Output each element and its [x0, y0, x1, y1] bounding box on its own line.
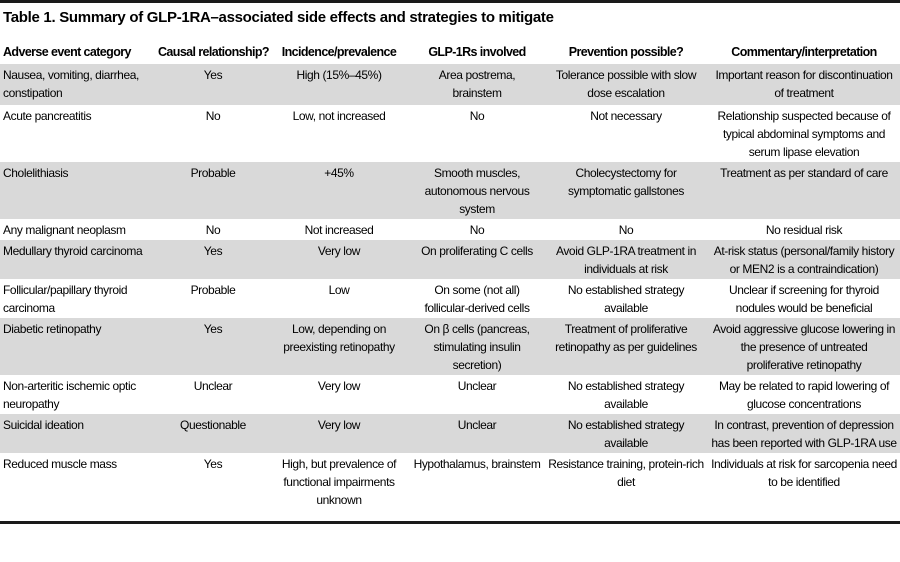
- table-cell: No: [469, 223, 485, 237]
- table-cell: Cholecystectomy for symptomatic gallston…: [568, 166, 684, 198]
- table-cell: Treatment of proliferative retinopathy a…: [555, 322, 697, 354]
- table-row-acute-pancreatitis: Acute pancreatitis No Low, not increased…: [0, 105, 900, 162]
- table-cell: No established strategy available: [567, 418, 685, 450]
- table-cell: Unclear: [457, 379, 497, 393]
- column-header-commentary-interpretation: Commentary/interpretation: [731, 45, 877, 59]
- table-cell: Individuals at risk for sarcopenia need …: [711, 457, 897, 489]
- table-cell: Not necessary: [590, 109, 662, 123]
- table-cell: Probable: [190, 166, 236, 180]
- table-top-rule: [0, 0, 900, 3]
- table-row-follicular-papillary-thyroid: Follicular/papillary thyroid carcinoma P…: [0, 279, 900, 318]
- table-cell: Non-arteritic ischemic optic neuropathy: [3, 379, 136, 411]
- column-header-adverse-event-category: Adverse event category: [3, 45, 131, 59]
- column-header-glp-1rs-involved: GLP-1Rs involved: [428, 45, 526, 59]
- table-cell: Cholelithiasis: [3, 166, 69, 180]
- table-body: Nausea, vomiting, diarrhea, constipation…: [0, 64, 900, 522]
- table-cell: Avoid GLP-1RA treatment in individuals a…: [555, 244, 697, 276]
- table-cell: No established strategy available: [567, 379, 685, 411]
- table-cell: Suicidal ideation: [3, 418, 84, 432]
- table-cell: Low, not increased: [292, 109, 386, 123]
- table-row-suicidal-ideation: Suicidal ideation Questionable Very low …: [0, 414, 900, 453]
- table-cell: High, but prevalence of functional impai…: [281, 457, 397, 507]
- table-cell: Unclear: [457, 418, 497, 432]
- table-cell: Very low: [317, 379, 361, 393]
- table-header: Adverse event category Causal relationsh…: [0, 35, 900, 64]
- table-cell: Yes: [203, 244, 223, 258]
- table-title: Table 1. Summary of GLP-1RA–associated s…: [3, 9, 554, 26]
- table-row-non-arteritic-ischemic-optic-neuropathy: Non-arteritic ischemic optic neuropathy …: [0, 375, 900, 414]
- table-cell: May be related to rapid lowering of gluc…: [718, 379, 890, 411]
- table-cell: Smooth muscles, autonomous nervous syste…: [424, 166, 530, 216]
- column-header-incidence-prevalence: Incidence/prevalence: [281, 45, 397, 59]
- table-cell: No: [469, 109, 485, 123]
- table-cell: Tolerance possible with slow dose escala…: [555, 68, 697, 100]
- table-cell: No: [205, 223, 221, 237]
- table-row-nausea-vomiting: Nausea, vomiting, diarrhea, constipation…: [0, 64, 900, 105]
- table-row-diabetic-retinopathy: Diabetic retinopathy Yes Low, depending …: [0, 318, 900, 375]
- table-row-cholelithiasis: Cholelithiasis Probable +45% Smooth musc…: [0, 162, 900, 219]
- table-cell: Resistance training, protein-rich diet: [548, 457, 704, 489]
- table-cell: Low: [328, 283, 350, 297]
- table-row-medullary-thyroid-carcinoma: Medullary thyroid carcinoma Yes Very low…: [0, 240, 900, 279]
- table-cell: Hypothalamus, brainstem: [413, 457, 541, 471]
- table-cell: No: [205, 109, 221, 123]
- table-cell: Follicular/papillary thyroid carcinoma: [3, 283, 128, 315]
- table-cell: Relationship suspected because of typica…: [717, 109, 891, 159]
- table-cell: +45%: [324, 166, 354, 180]
- table-cell: Area postrema, brainstem: [438, 68, 516, 100]
- table-cell: Medullary thyroid carcinoma: [3, 244, 143, 258]
- table-cell: No residual risk: [765, 223, 843, 237]
- table-cell: Low, depending on preexisting retinopath…: [283, 322, 395, 354]
- table-cell: Very low: [317, 244, 361, 258]
- table-cell: Yes: [203, 322, 223, 336]
- table-cell: No: [618, 223, 634, 237]
- table-cell: No established strategy available: [567, 283, 685, 315]
- table-cell: Yes: [203, 68, 223, 82]
- table-cell: On some (not all) follicular-derived cel…: [424, 283, 530, 315]
- table-cell: Yes: [203, 457, 223, 471]
- table-cell: Probable: [190, 283, 236, 297]
- table-cell: Avoid aggressive glucose lowering in the…: [712, 322, 896, 372]
- table-row-malignant-neoplasm: Any malignant neoplasm No Not increased …: [0, 219, 900, 240]
- table-cell: In contrast, prevention of depression ha…: [711, 418, 897, 450]
- table-cell: Acute pancreatitis: [3, 109, 92, 123]
- table-cell: High (15%–45%): [296, 68, 382, 82]
- table-cell: Treatment as per standard of care: [720, 166, 888, 180]
- table-cell: Reduced muscle mass: [3, 457, 117, 471]
- table-cell: On proliferating C cells: [421, 244, 533, 258]
- table-cell: Unclear: [193, 379, 233, 393]
- table-cell: Not increased: [304, 223, 374, 237]
- table-header-row: Adverse event category Causal relationsh…: [0, 35, 900, 64]
- side-effects-table: Adverse event category Causal relationsh…: [0, 35, 900, 524]
- table-cell: At-risk status (personal/family history …: [713, 244, 895, 276]
- table-row-reduced-muscle-mass: Reduced muscle mass Yes High, but preval…: [0, 453, 900, 522]
- table-cell: Nausea, vomiting, diarrhea, constipation: [3, 68, 139, 100]
- column-header-prevention-possible: Prevention possible?: [568, 45, 684, 59]
- table-cell: Any malignant neoplasm: [3, 223, 126, 237]
- table-cell: Questionable: [180, 418, 246, 432]
- table-cell: Very low: [317, 418, 361, 432]
- table-cell: Diabetic retinopathy: [3, 322, 102, 336]
- table-cell: On β cells (pancreas, stimulating insuli…: [424, 322, 530, 372]
- table-cell: Unclear if screening for thyroid nodules…: [729, 283, 879, 315]
- table-cell: Important reason for discontinuation of …: [715, 68, 893, 100]
- column-header-causal-relationship: Causal relationship?: [158, 45, 270, 59]
